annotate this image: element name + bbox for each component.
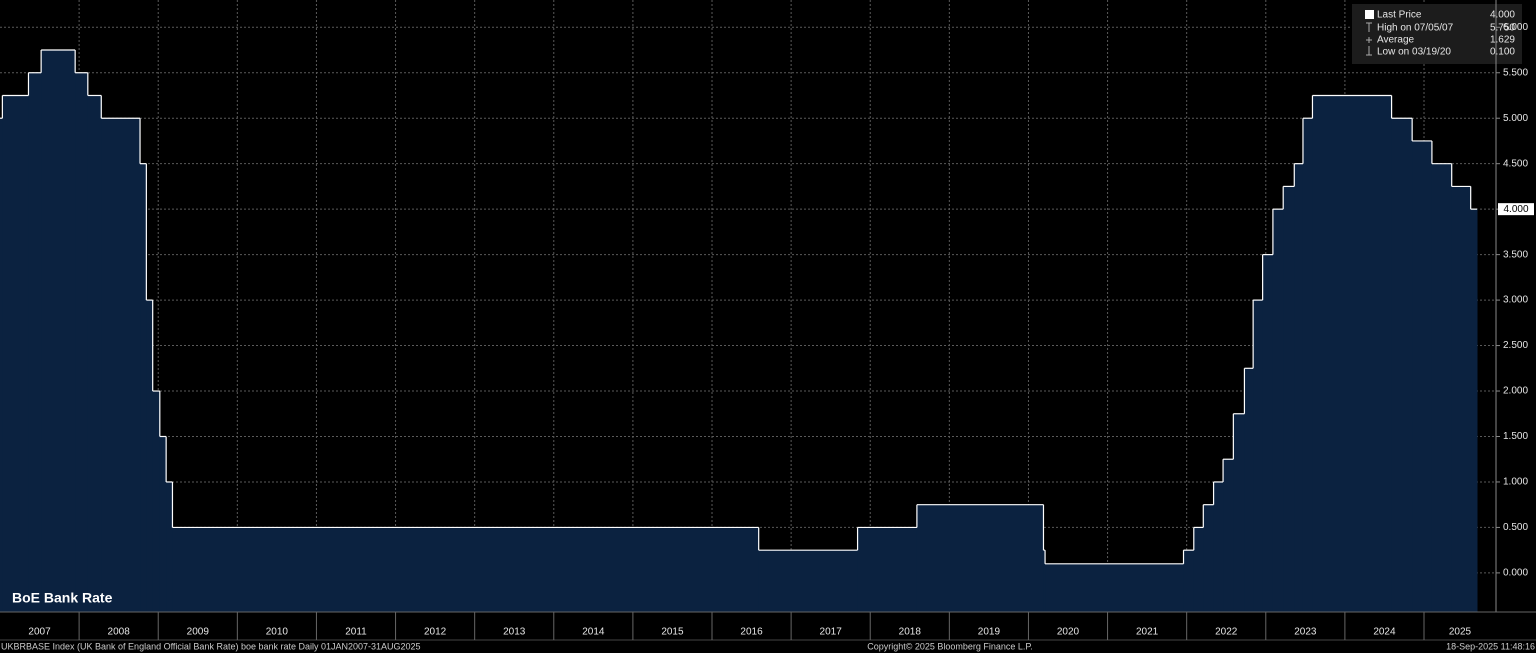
x-tick-label: 2021 [1136,627,1159,638]
chart-title: BoE Bank Rate [12,590,113,606]
y-tick-label: 5.000 [1503,113,1528,124]
last-value-tag [1498,203,1534,216]
y-tick-label: 3.000 [1503,295,1528,306]
y-tick-label: 4.500 [1503,158,1528,169]
area-segment [1233,413,1245,612]
x-tick-label: 2014 [582,627,605,638]
area-segment [1391,118,1413,612]
area-segment [1477,209,1478,612]
x-tick-label: 2017 [820,627,843,638]
legend-value: 5.750 [1490,23,1515,34]
x-tick-label: 2011 [345,627,367,638]
y-tick-label: 0.500 [1503,522,1528,533]
area-segment [1283,186,1295,613]
area-segment [916,504,1044,612]
y-tick-label: 6.000 [1503,22,1528,33]
x-tick-label: 2023 [1294,627,1317,638]
x-tick-label: 2007 [28,627,51,638]
area-segment [1223,459,1234,612]
x-tick-label: 2013 [503,627,526,638]
legend-label: Last Price [1377,10,1422,21]
y-tick-label: 1.000 [1503,477,1528,488]
area-segment [2,95,29,612]
area-segment [172,527,760,612]
area-segment [0,118,3,612]
area-segment [1412,140,1433,612]
legend-value: 1.629 [1490,35,1515,46]
area-segment [75,72,89,612]
area-segment [41,50,76,613]
x-tick-label: 2016 [740,627,763,638]
area-segment [1183,550,1195,612]
area-segment [140,163,147,612]
footer-right: 18-Sep-2025 11:48:16 [1446,641,1535,651]
x-tick-label: 2019 [978,627,1001,638]
y-tick-label: 2.500 [1503,340,1528,351]
last-value-label: 4.000 [1503,204,1528,215]
legend-box [1352,4,1522,64]
legend-swatch [1365,10,1374,19]
area-segment [1213,481,1224,612]
x-tick-label: 2024 [1373,627,1396,638]
area-segment [152,391,161,612]
y-tick-label: 1.500 [1503,431,1528,442]
area-segment [1262,254,1274,612]
y-tick-label: 5.500 [1503,67,1528,78]
legend-value: 0.100 [1490,47,1515,58]
area-segment [1302,118,1313,612]
legend-value: 4.000 [1490,10,1515,21]
area-segment [1043,550,1046,612]
area-segment [1244,368,1254,612]
area-segment [1045,563,1185,612]
area-segment [166,481,173,612]
area-segment [758,550,859,612]
footer-center: Copyright© 2025 Bloomberg Finance L.P. [867,641,1033,651]
x-tick-label: 2020 [1057,627,1080,638]
y-tick-label: 3.500 [1503,249,1528,260]
area-segment [1203,504,1215,612]
x-tick-label: 2009 [187,627,210,638]
x-tick-label: 2025 [1449,627,1472,638]
y-tick-label: 0.000 [1503,568,1528,579]
area-segment [1470,209,1478,612]
x-tick-label: 2010 [266,627,289,638]
area-segment [1431,163,1453,612]
x-tick-label: 2008 [108,627,131,638]
area-segment [146,300,154,612]
area-segment [1451,186,1472,613]
area-segment [1253,300,1264,612]
area-segment [857,527,918,612]
y-tick-label: 2.000 [1503,386,1528,397]
x-tick-label: 2022 [1215,627,1238,638]
area-segment [159,436,167,612]
area-segment [28,72,42,612]
x-tick-label: 2012 [424,627,447,638]
area-segment [1272,209,1284,612]
area-segment [1312,95,1393,612]
area-segment [87,95,102,612]
legend-label: High on 07/05/07 [1377,23,1454,34]
footer-left: UKBRBASE Index (UK Bank of England Offic… [1,641,421,651]
plot [0,49,1478,613]
area-segment [1294,163,1304,612]
area-segment [1193,527,1204,612]
x-tick-label: 2015 [661,627,684,638]
x-tick-label: 2018 [899,627,922,638]
legend-label: Average [1377,35,1415,46]
legend-label: Low on 03/19/20 [1377,47,1451,58]
area-segment [101,118,141,612]
